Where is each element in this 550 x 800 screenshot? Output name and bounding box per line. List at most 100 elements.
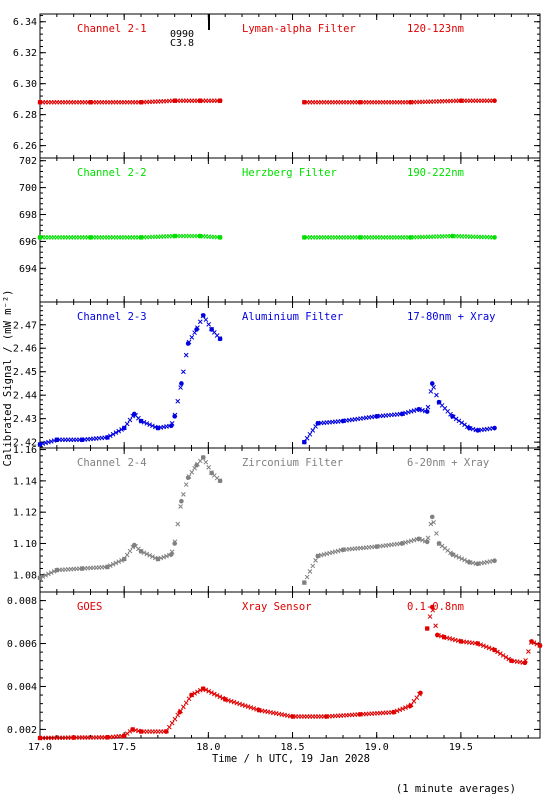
sample-marker [217,235,223,240]
sample-marker [427,614,433,619]
sample-marker [217,478,223,484]
sample-marker [172,412,178,418]
sample-marker [481,643,486,649]
series-2 [301,98,497,105]
flare-marker-label-top: 0990 [170,29,194,40]
y-tick-label: 700 [19,183,37,194]
y-tick-label: 696 [19,237,37,248]
band-label: 17-80nm + Xray [407,311,496,323]
data-point [429,381,435,386]
channel-label: Channel 2-3 [77,311,147,323]
sample-marker [183,700,189,706]
sample-marker [110,431,116,437]
sample-marker [453,553,459,559]
sample-marker [248,705,254,710]
sample-marker [428,389,434,394]
sample-marker [107,563,113,568]
sample-marker [217,336,223,341]
sample-marker [490,234,496,240]
sample-marker [503,654,509,660]
sample-marker [195,689,200,695]
sample-marker [420,537,425,543]
y-tick-label: 702 [19,156,37,167]
sample-marker [144,421,150,426]
sample-marker [434,531,439,536]
sample-marker [105,435,110,440]
sample-marker [161,554,167,560]
sample-marker [152,424,158,430]
y-tick-label: 6.34 [13,17,37,28]
sample-marker [307,431,313,437]
data-point [179,498,184,504]
sample-marker [183,482,189,487]
sample-marker [158,555,164,561]
sample-marker [495,649,500,655]
sample-marker [121,556,127,562]
sample-marker [403,705,408,711]
sample-marker [150,423,155,429]
sample-marker [37,575,43,581]
data-point [179,381,184,386]
sample-marker [313,558,318,563]
y-tick-label: 2.47 [13,320,37,331]
sample-marker [422,408,428,414]
sample-marker [181,491,186,497]
sample-marker [462,557,467,563]
channel-label: Channel 2-4 [77,457,147,469]
sample-marker [169,421,175,426]
sample-marker [304,574,310,580]
channel-label: GOES [77,601,102,613]
sample-marker [478,642,483,647]
sample-marker [231,699,237,705]
y-tick-label: 0.004 [7,682,37,693]
sample-marker [456,418,462,424]
sample-marker [183,352,189,358]
y-tick-label: 1.14 [13,476,37,487]
series-1 [37,233,223,240]
sample-marker [192,691,197,696]
y-tick-label: 2.42 [13,438,37,449]
sample-marker [490,98,496,104]
sample-marker [119,427,124,432]
sample-marker [234,700,240,706]
sample-marker [127,729,133,734]
sample-marker [486,645,492,651]
y-tick-label: 694 [19,264,37,275]
sample-marker [531,640,537,645]
sample-marker [152,555,158,561]
x-axis-label: Time / h UTC, 19 Jan 2028 [212,753,370,765]
panel-frame [39,157,541,303]
y-tick-label: 698 [19,210,37,221]
sample-marker [116,428,122,434]
sample-marker [223,697,228,702]
sample-marker [436,632,441,638]
sample-marker [206,688,212,694]
sample-marker [147,422,152,427]
sample-marker [175,521,181,527]
sample-marker [483,644,489,650]
y-tick-label: 6.28 [13,110,37,121]
sample-marker [310,428,316,433]
y-tick-label: 2.43 [13,414,37,425]
sample-marker [465,424,470,430]
sample-marker [119,558,124,563]
filter-label: Herzberg Filter [242,167,337,179]
sample-marker [428,521,434,527]
channel-label: Channel 2-2 [77,167,147,179]
sample-marker [301,439,307,445]
sample-marker [178,504,183,509]
sample-marker [456,555,462,560]
y-tick-label: 1.08 [13,570,37,581]
band-label: 0.1-0.8nm [407,601,464,613]
sample-marker [209,690,214,695]
sample-marker [465,559,470,564]
sample-marker [203,687,209,693]
sample-marker [200,686,206,692]
sample-marker [189,335,195,340]
panel-frame [39,447,541,593]
filter-label: Aluminium Filter [242,311,343,323]
sample-marker [105,564,110,570]
series-1 [37,313,223,447]
band-label: 6-20nm + Xray [407,457,489,469]
channel-label: Channel 2-1 [77,23,147,35]
